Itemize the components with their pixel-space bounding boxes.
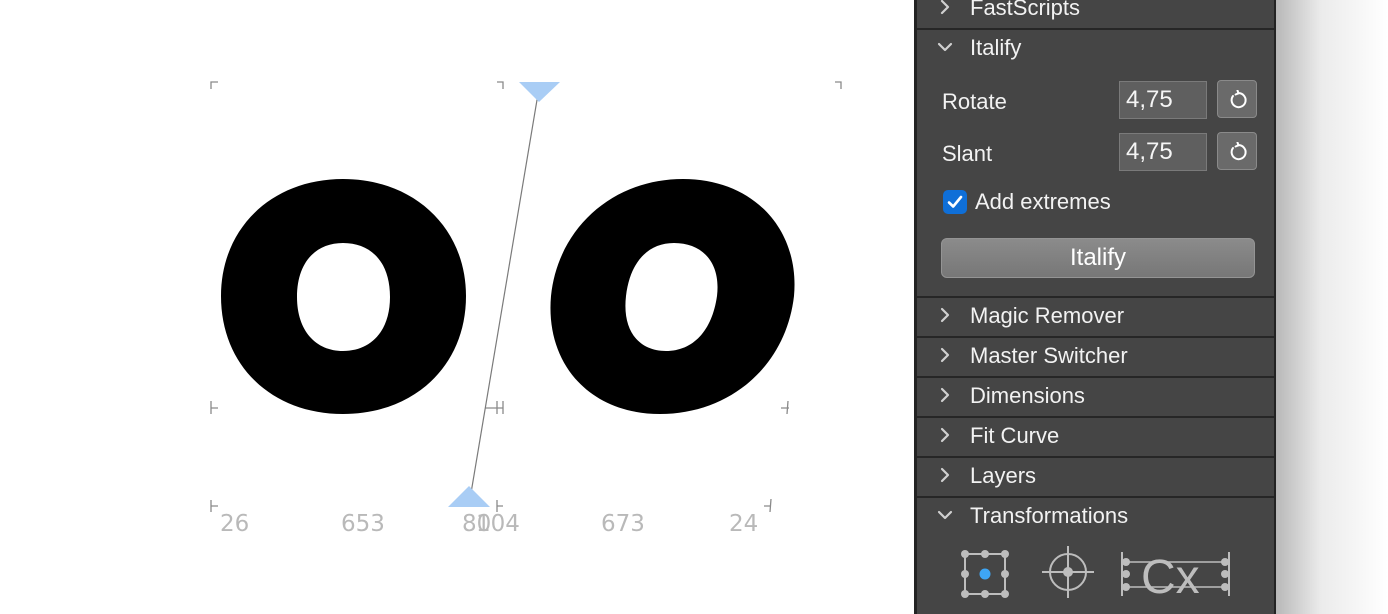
chevron-right-icon	[940, 387, 950, 403]
palette-panel: FastScripts Italify Rotate Slant Add ext…	[914, 0, 1276, 614]
bound-mark-bm	[496, 500, 503, 512]
bound-mark-tr-right	[835, 81, 842, 89]
bound-mark-ml-left	[210, 401, 218, 414]
slant-label: Slant	[942, 141, 993, 166]
section-layers[interactable]: Layers	[917, 456, 1274, 494]
reset-icon	[1230, 90, 1247, 109]
chevron-right-icon	[940, 0, 950, 15]
chevron-right-icon	[940, 467, 950, 483]
metric-width-left[interactable]: 653	[341, 511, 385, 537]
add-extremes-label[interactable]: Add extremes	[975, 189, 1111, 214]
crosshair-icon[interactable]	[1040, 544, 1096, 600]
rotate-input[interactable]	[1119, 81, 1207, 119]
glyph-o-upright[interactable]	[221, 179, 466, 414]
glyph-edit-canvas[interactable]: 26 653 80 104 673 24	[0, 0, 914, 614]
metric-rsb-left[interactable]: 80	[462, 511, 492, 537]
section-title: Fit Curve	[970, 423, 1060, 448]
chevron-down-icon	[937, 510, 953, 520]
slant-input[interactable]	[1119, 133, 1207, 171]
chevron-right-icon	[940, 307, 950, 323]
metric-width-right[interactable]: 673	[601, 511, 645, 537]
chevron-right-icon	[940, 427, 950, 443]
bounds-marks	[210, 81, 842, 513]
bound-mark-bl-left	[210, 500, 218, 512]
bound-mark-tr-left	[497, 81, 504, 89]
chevron-right-icon	[940, 347, 950, 363]
section-italify[interactable]: Italify	[917, 28, 1274, 66]
section-master-switcher[interactable]: Master Switcher	[917, 336, 1274, 374]
bound-mark-tl-left	[210, 81, 218, 89]
add-extremes-checkbox[interactable]	[943, 190, 967, 214]
align-text-icon[interactable]: Cx	[1121, 548, 1233, 600]
slant-reset-button[interactable]	[1217, 132, 1257, 170]
section-transformations[interactable]: Transformations	[917, 496, 1274, 534]
slant-handle-bottom[interactable]	[448, 486, 490, 507]
section-fastscripts[interactable]: FastScripts	[917, 0, 1274, 28]
section-magic-remover[interactable]: Magic Remover	[917, 296, 1274, 334]
rotate-label: Rotate	[942, 89, 1007, 114]
italify-button[interactable]: Italify	[941, 238, 1255, 278]
glyph-view[interactable]	[0, 0, 914, 614]
bound-mark-br-right	[764, 498, 772, 513]
section-title: Transformations	[970, 503, 1129, 528]
section-title: Italify	[970, 35, 1022, 60]
chevron-down-icon	[937, 42, 953, 52]
metric-lsb-right[interactable]: 104	[476, 511, 520, 537]
origin-point-grid-icon[interactable]	[961, 550, 1009, 598]
glyph-o-italic[interactable]	[550, 179, 795, 414]
section-fit-curve[interactable]: Fit Curve	[917, 416, 1274, 454]
align-text-glyphs: Cx	[1141, 551, 1200, 600]
section-title: Magic Remover	[970, 303, 1125, 328]
slant-guide-line[interactable]	[468, 87, 540, 506]
section-title: Layers	[970, 463, 1037, 488]
reset-icon	[1230, 142, 1247, 161]
metric-rsb-right[interactable]: 24	[729, 511, 759, 537]
metric-lsb-left[interactable]: 26	[220, 511, 250, 537]
slant-handle-top[interactable]	[519, 82, 560, 102]
section-title: Master Switcher	[970, 343, 1128, 368]
bound-mark-mr-right	[781, 400, 789, 415]
section-dimensions[interactable]: Dimensions	[917, 376, 1274, 414]
section-title: FastScripts	[970, 0, 1081, 20]
rotate-reset-button[interactable]	[1217, 80, 1257, 118]
section-title: Dimensions	[970, 383, 1085, 408]
panel-shadow	[1276, 0, 1388, 614]
bound-mark-mid	[485, 401, 504, 414]
checkmark-icon	[947, 195, 963, 208]
